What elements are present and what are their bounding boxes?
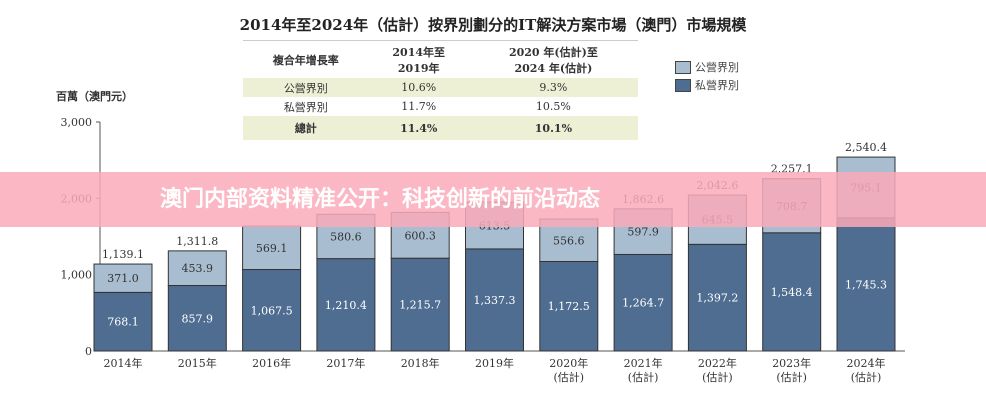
legend-swatch: [675, 60, 691, 74]
header-cell: 2020 年(估計)至 2024 年(估計): [468, 40, 638, 78]
table-row: 公營界別 10.6% 9.3%: [243, 78, 638, 97]
legend-label: 私營界別: [695, 79, 739, 92]
bar-segment: [316, 258, 376, 352]
bar-segment: [242, 225, 302, 271]
x-tick-label: 2022年: [698, 356, 737, 370]
bar-segment: [93, 291, 153, 352]
y-axis-label: 百萬（澳門元）: [56, 90, 133, 103]
header-cell: 複合年增長率: [243, 40, 369, 78]
x-tick-label: 2021年: [624, 356, 663, 370]
bar-segment: [93, 263, 153, 293]
legend-swatch: [675, 78, 691, 92]
bar-segment: [465, 248, 524, 352]
x-tick-label: 2014年: [104, 356, 143, 370]
x-tick-label: 2016年: [252, 356, 291, 370]
header-cell: 2014年至 2019年: [368, 40, 469, 78]
table-header: 複合年增長率 2014年至 2019年 2020 年(估計)至 2024 年(估…: [243, 40, 638, 78]
legend-item: 公營界別: [675, 58, 739, 76]
total-label: 1,139.1: [102, 248, 144, 261]
data-label: 1,264.7: [622, 297, 664, 310]
y-tick-label: 1,000: [61, 269, 93, 282]
data-label: 1,172.5: [548, 300, 590, 313]
legend: 公營界別 私營界別: [675, 58, 739, 94]
cagr-table: 複合年增長率 2014年至 2019年 2020 年(估計)至 2024 年(估…: [243, 40, 638, 140]
data-label: 371.0: [107, 272, 139, 285]
data-label: 597.9: [627, 226, 659, 239]
x-tick-label: 2020年: [549, 356, 588, 370]
x-tick-label: (估計): [776, 370, 807, 384]
cell: 總計: [243, 116, 369, 140]
x-tick-label: 2019年: [475, 356, 514, 370]
data-label: 1,215.7: [399, 299, 441, 312]
data-label: 556.6: [553, 234, 585, 247]
legend-item: 私營界別: [675, 76, 739, 94]
y-tick-label: 0: [85, 345, 92, 358]
x-tick-label: 2017年: [326, 356, 365, 370]
data-label: 857.9: [182, 312, 214, 325]
cell: 9.3%: [468, 78, 638, 97]
x-tick-label: (估計): [851, 370, 882, 384]
data-label: 600.3: [404, 229, 436, 242]
bar-segment: [836, 217, 896, 352]
bar-segment: [390, 257, 450, 352]
cell: 10.5%: [535, 100, 571, 113]
y-tick-label: 3,000: [61, 116, 93, 129]
cell: 10.6%: [368, 78, 469, 97]
bar-segment: [167, 285, 227, 352]
cell: 私營界別: [283, 100, 328, 114]
data-label: 1,337.3: [474, 294, 516, 307]
data-label: 1,067.5: [251, 304, 293, 317]
data-label: 1,210.4: [325, 299, 367, 312]
x-tick-label: (估計): [628, 370, 659, 384]
cell: 公營界別: [243, 78, 369, 97]
data-label: 1,397.2: [696, 292, 738, 305]
legend-label: 公營界別: [695, 61, 739, 74]
data-label: 453.9: [182, 262, 214, 275]
total-label: 1,311.8: [176, 235, 218, 248]
x-tick-label: 2023年: [772, 356, 811, 370]
overlay-banner: 澳门内部资料精准公开：科技创新的前沿动态: [0, 172, 986, 227]
chart-title: 2014年至2024年（估計）按界別劃分的IT解決方案市場（澳門）市場規模: [239, 16, 747, 34]
bar-segment: [613, 253, 673, 352]
x-tick-label: 2024年: [847, 356, 886, 370]
bar-segment: [687, 243, 747, 352]
table-row: 總計 11.4% 10.1%: [243, 116, 638, 140]
x-tick-label: 2015年: [178, 356, 217, 370]
cell: 11.4%: [368, 116, 469, 140]
overlay-banner-text: 澳门内部资料精准公开：科技创新的前沿动态: [160, 187, 601, 212]
data-label: 1,745.3: [845, 278, 887, 291]
bar-segment: [167, 250, 227, 287]
x-tick-label: (估計): [702, 370, 733, 384]
x-tick-label: 2018年: [401, 356, 440, 370]
bar-segment: [539, 260, 599, 352]
total-label: 2,540.4: [845, 141, 887, 154]
cell: 11.7%: [401, 100, 437, 113]
data-label: 1,548.4: [771, 286, 813, 299]
table-row: 私營界別 11.7% 10.5%: [243, 97, 638, 116]
bar-segment: [242, 269, 302, 352]
data-label: 580.6: [330, 230, 362, 243]
cell: 10.1%: [468, 116, 638, 140]
x-tick-label: (估計): [554, 370, 585, 384]
data-label: 569.1: [256, 242, 288, 255]
data-label: 768.1: [107, 316, 139, 329]
